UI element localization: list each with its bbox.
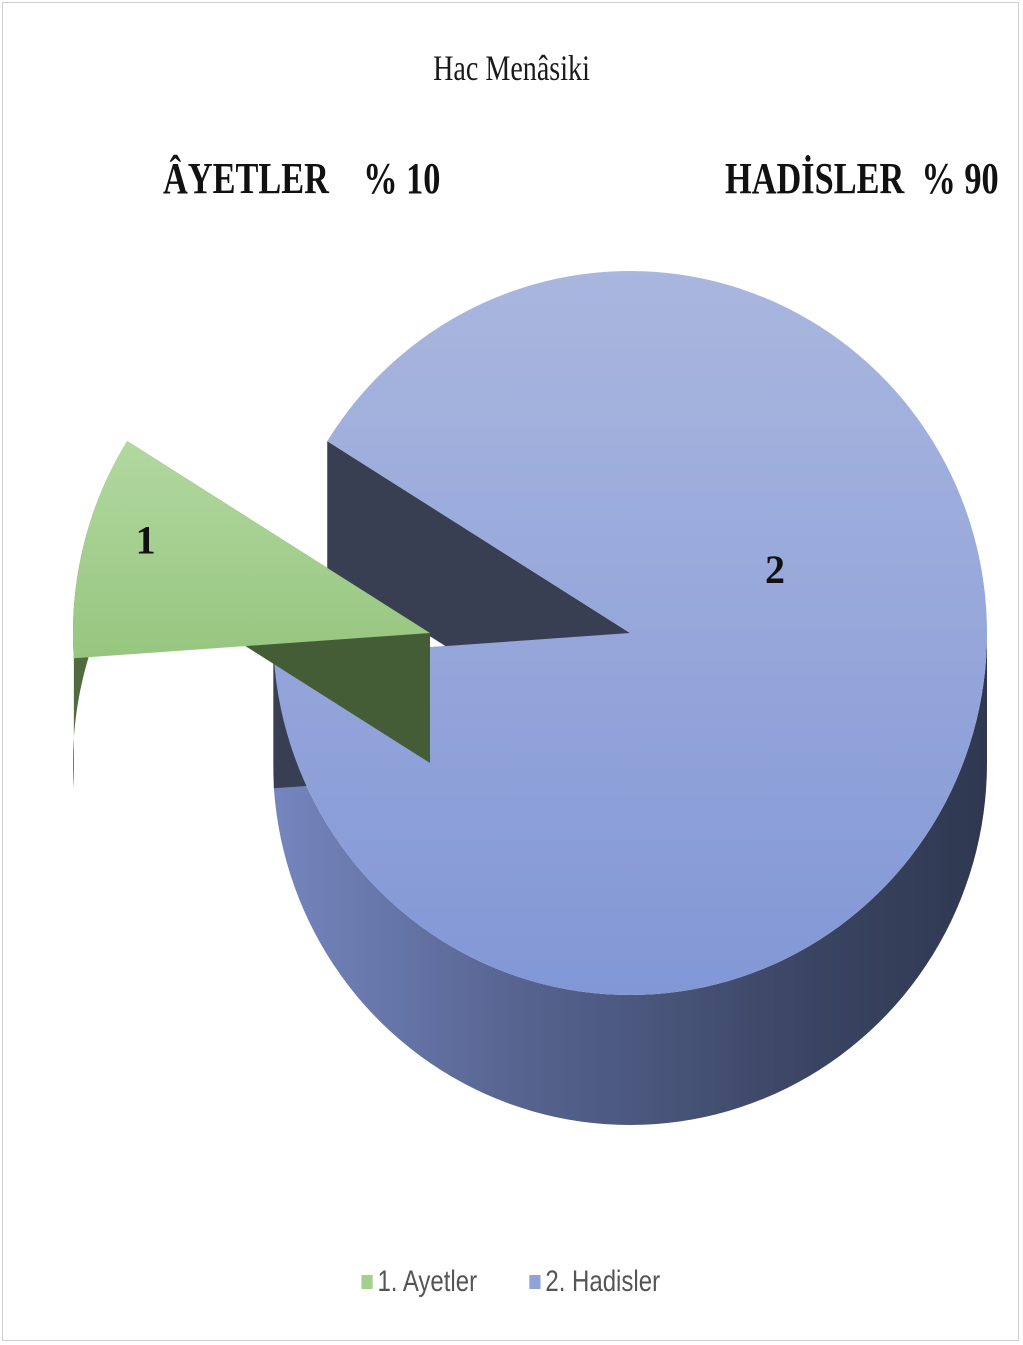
annotation-hadisler: HADİSLER % 90 bbox=[725, 153, 999, 204]
data-label-ayetler: 1 bbox=[136, 518, 156, 563]
chart-title: Hac Menâsiki bbox=[433, 48, 590, 88]
legend-swatch-hadisler bbox=[529, 1275, 541, 1289]
slice-hadisler-top bbox=[273, 271, 987, 995]
slice-hadisler-side bbox=[273, 633, 987, 1125]
legend: 1. Ayetler 2. Hadisler bbox=[3, 1265, 1020, 1299]
annotation-hadisler-name: HADİSLER bbox=[725, 154, 905, 203]
annotation-hadisler-value: % 90 bbox=[921, 154, 999, 203]
pie-chart: 12 bbox=[73, 271, 987, 1125]
annotation-ayetler: ÂYETLER % 10 bbox=[163, 153, 440, 204]
legend-swatch-ayetler bbox=[360, 1275, 373, 1289]
legend-label-hadisler: 2. Hadisler bbox=[545, 1265, 661, 1298]
legend-label-ayetler: 1. Ayetler bbox=[376, 1265, 477, 1298]
slice-ayetler-top bbox=[73, 441, 430, 659]
data-label-hadisler: 2 bbox=[765, 547, 785, 592]
annotation-ayetler-value: % 10 bbox=[363, 154, 441, 203]
annotation-ayetler-name: ÂYETLER bbox=[163, 154, 329, 203]
legend-item-hadisler: 2. Hadisler bbox=[529, 1265, 660, 1299]
legend-item-ayetler: 1. Ayetler bbox=[360, 1265, 477, 1299]
